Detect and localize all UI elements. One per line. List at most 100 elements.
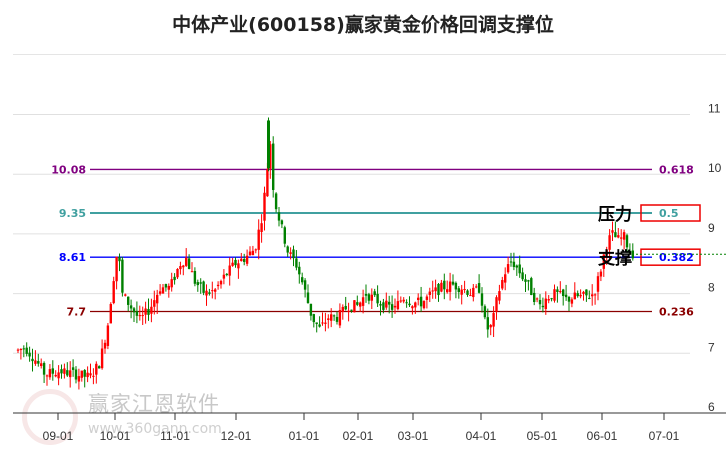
x-axis-label: 01-01 — [289, 429, 320, 443]
candle-up — [34, 360, 37, 364]
y-axis-label: 8 — [708, 281, 715, 295]
candle-up — [593, 294, 597, 296]
candle-up — [599, 271, 603, 277]
candle-up — [161, 287, 165, 294]
candle-up — [86, 372, 89, 378]
candle-up — [475, 286, 478, 288]
candle-up — [492, 313, 495, 327]
candle-down — [187, 258, 191, 269]
candle-up — [501, 280, 504, 289]
candle-up — [185, 257, 188, 266]
candle-up — [80, 370, 83, 378]
candle-up — [57, 372, 60, 379]
candle-up — [48, 369, 52, 378]
candle-up — [231, 262, 234, 266]
candle-up — [582, 291, 585, 294]
candle-up — [89, 373, 92, 376]
candle-down — [530, 278, 533, 296]
candle-up — [428, 291, 431, 295]
candle-up — [535, 298, 539, 300]
y-axis-label: 6 — [708, 400, 715, 414]
candle-up — [327, 318, 330, 320]
candle-down — [147, 308, 150, 315]
candle-up — [463, 289, 466, 291]
candle-up — [167, 285, 170, 290]
candle-down — [388, 301, 391, 305]
x-axis-label: 10-01 — [100, 429, 131, 443]
candle-down — [196, 282, 199, 286]
candle-down — [509, 261, 513, 263]
candle-up — [257, 229, 260, 250]
fib-ratio-label: 0.382 — [659, 251, 694, 264]
candle-down — [405, 302, 408, 304]
candle-down — [51, 368, 54, 374]
candle-up — [269, 144, 272, 169]
candle-down — [419, 296, 423, 307]
candle-down — [173, 276, 176, 281]
candle-down — [280, 220, 284, 225]
candle-down — [98, 366, 101, 369]
candle-down — [585, 289, 588, 296]
candle-up — [330, 314, 333, 321]
y-axis-label: 7 — [708, 340, 715, 354]
candle-down — [164, 284, 168, 288]
x-axis-label: 04-01 — [466, 429, 497, 443]
candle-down — [274, 193, 278, 210]
candle-up — [63, 368, 66, 374]
x-axis-label: 09-01 — [43, 429, 74, 443]
candle-up — [266, 169, 269, 197]
candle-up — [95, 363, 98, 375]
candle-down — [31, 358, 34, 362]
candle-down — [454, 282, 458, 290]
candle-up — [190, 271, 194, 273]
candle-up — [504, 274, 507, 283]
candle-up — [472, 287, 475, 298]
candle-down — [60, 369, 63, 374]
candle-down — [37, 361, 40, 364]
x-axis-label: 06-01 — [587, 429, 618, 443]
candle-up — [153, 300, 156, 307]
candle-up — [263, 192, 266, 221]
candle-up — [341, 306, 344, 312]
candle-up — [92, 375, 95, 377]
candle-down — [515, 265, 518, 268]
candle-down — [312, 314, 315, 323]
candle-down — [350, 309, 353, 311]
fib-price-label: 9.35 — [59, 207, 86, 220]
candle-up — [417, 297, 420, 301]
candle-up — [422, 300, 426, 309]
support-annotation: 支撑 — [598, 248, 632, 269]
candle-up — [573, 292, 576, 300]
candle-down — [367, 294, 371, 301]
candle-down — [628, 250, 632, 254]
candle-down — [556, 289, 559, 293]
candle-up — [431, 290, 434, 292]
candle-up — [448, 281, 452, 292]
candle-down — [193, 270, 197, 284]
candle-up — [219, 280, 223, 285]
candle-up — [254, 249, 257, 251]
candle-down — [225, 273, 228, 275]
candle-down — [286, 246, 289, 253]
candle-up — [385, 300, 388, 308]
candle-up — [144, 308, 147, 315]
candle-down — [437, 283, 440, 296]
candle-down — [309, 303, 313, 316]
fib-price-label: 8.61 — [59, 251, 86, 264]
candle-up — [45, 375, 49, 377]
candle-down — [243, 259, 246, 262]
candle-up — [553, 289, 556, 301]
y-axis-label: 9 — [708, 221, 715, 235]
candle-down — [541, 305, 545, 308]
candle-up — [622, 232, 626, 240]
candle-up — [602, 254, 605, 269]
candle-up — [54, 375, 57, 377]
candle-up — [100, 348, 104, 369]
candle-up — [370, 294, 373, 301]
watermark-logo — [22, 389, 78, 445]
fib-ratio-label: 0.618 — [659, 163, 694, 176]
candle-down — [83, 370, 86, 377]
candle-up — [77, 376, 81, 382]
candle-down — [121, 259, 124, 293]
